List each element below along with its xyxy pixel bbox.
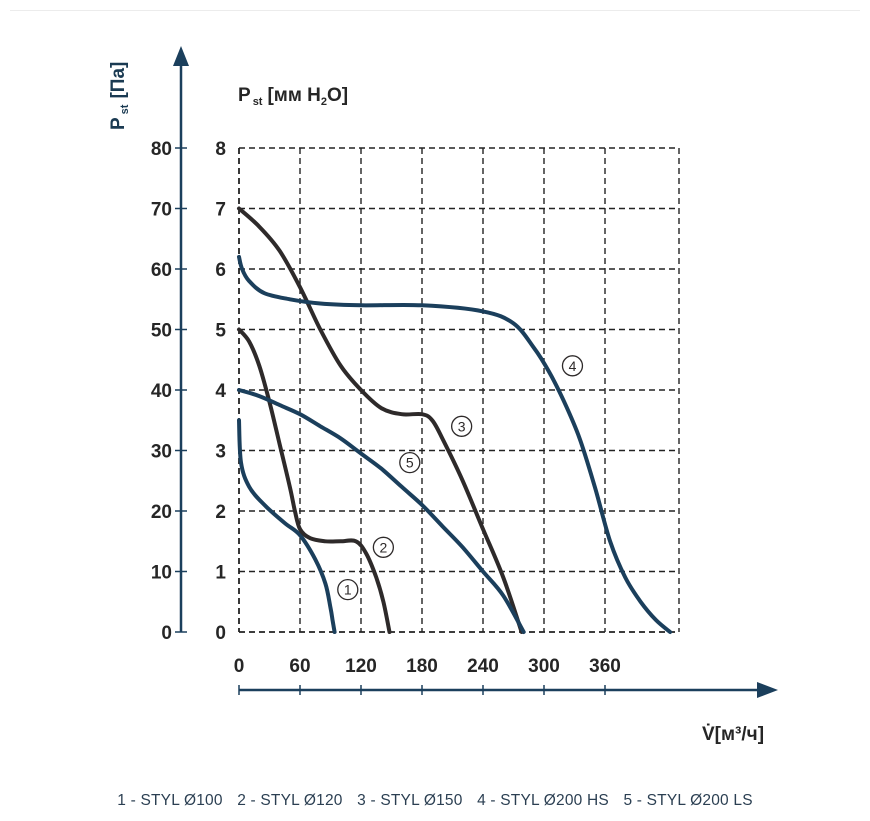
y-tick-label-mm: 1 [215, 563, 226, 584]
curve-4 [237, 254, 673, 634]
x-tick-label: 60 [289, 656, 310, 677]
y-axis-pa-arrow [173, 46, 189, 66]
legend-item: 4 - STYL Ø200 HS [477, 792, 609, 809]
curve-label-text: 1 [344, 582, 352, 598]
chart-curves [237, 206, 673, 634]
curve-label-text: 4 [569, 358, 577, 374]
y-tick-label-pa: 80 [151, 139, 172, 160]
x-tick-label: 240 [467, 656, 499, 677]
curve-label-circle [450, 415, 473, 437]
curve-label-circle [372, 536, 395, 558]
x-tick-label: 180 [406, 656, 438, 677]
x-tick-label: 360 [589, 656, 621, 677]
legend-item: 3 - STYL Ø150 [357, 792, 463, 809]
y-tick-label-pa: 70 [151, 200, 172, 221]
chart-curve-labels: 1 2 3 4 5 [337, 355, 584, 601]
x-tick-label: 0 [234, 656, 245, 677]
curve-label-circle [561, 355, 584, 377]
y-tick-label-mm: 8 [215, 139, 226, 160]
x-axis-title: V̇[м³/ч] [702, 723, 764, 745]
y-tick-label-pa: 60 [151, 260, 172, 281]
y-tick-label-mm: 4 [215, 381, 226, 402]
legend-item: 1 - STYL Ø100 [117, 792, 223, 809]
y-tick-label-mm: 0 [215, 623, 226, 644]
curve-label-text: 3 [458, 418, 466, 434]
y-tick-label-mm: 2 [215, 502, 226, 523]
legend-item: 5 - STYL Ø200 LS [623, 792, 753, 809]
curve-label-circle [399, 451, 421, 474]
top-divider [10, 10, 860, 11]
curve-label-text: 2 [379, 539, 387, 555]
legend: 1 - STYL Ø100 2 - STYL Ø120 3 - STYL Ø15… [0, 792, 870, 810]
curve-3 [237, 206, 524, 634]
y-tick-label-pa: 10 [151, 563, 172, 584]
curve-label-text: 5 [406, 455, 414, 471]
y-tick-label-mm: 5 [215, 321, 226, 342]
y-tick-label-pa: 20 [151, 502, 172, 523]
y-tick-label-mm: 3 [215, 442, 226, 463]
y-tick-label-pa: 0 [161, 623, 172, 644]
chart-axes [173, 46, 778, 698]
y-tick-label-mm: 7 [215, 200, 226, 221]
x-axis-arrow [757, 682, 778, 698]
chart-grid [238, 147, 680, 633]
curve-5 [237, 388, 526, 634]
legend-item: 2 - STYL Ø120 [237, 792, 343, 809]
y-axis-pa-title: Pst[Па] [108, 62, 131, 130]
x-tick-label: 300 [528, 656, 560, 677]
x-tick-label: 120 [345, 656, 377, 677]
curve-label-circle [337, 579, 359, 601]
y-tick-label-pa: 50 [151, 321, 172, 342]
y-tick-label-mm: 6 [215, 260, 226, 281]
curve-1 [237, 418, 337, 634]
curve-2 [237, 327, 392, 634]
y-tick-label-pa: 40 [151, 381, 172, 402]
y-tick-label-pa: 30 [151, 442, 172, 463]
